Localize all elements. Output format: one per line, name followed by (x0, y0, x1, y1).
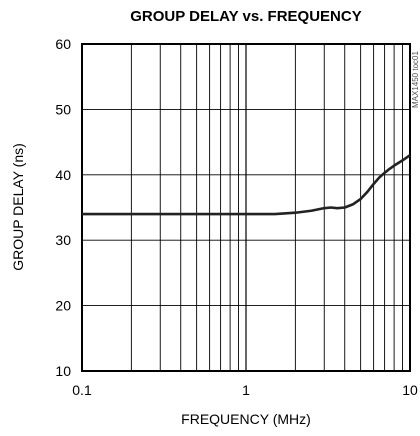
y-tick-label: 40 (55, 167, 71, 183)
y-tick-label: 60 (55, 36, 71, 52)
x-axis-label: FREQUENCY (MHz) (181, 411, 311, 427)
y-axis-label: GROUP DELAY (ns) (10, 143, 26, 271)
y-tick-label: 10 (55, 363, 71, 379)
watermark: MAX1450 toc01 (411, 51, 420, 108)
group-delay-curve (82, 154, 411, 216)
x-tick-label: 10 (402, 382, 418, 398)
y-tick-labels: 10 20 30 40 50 60 (55, 36, 71, 379)
grid (82, 44, 410, 371)
plot-frame (81, 43, 411, 372)
x-tick-label: 1 (242, 382, 250, 398)
chart-title: GROUP DELAY vs. FREQUENCY (130, 8, 361, 25)
y-tick-label: 30 (55, 232, 71, 248)
y-tick-label: 20 (55, 298, 71, 314)
y-tick-label: 50 (55, 101, 71, 117)
x-tick-labels: 0.1 1 10 (72, 382, 418, 398)
x-tick-label: 0.1 (72, 382, 92, 398)
